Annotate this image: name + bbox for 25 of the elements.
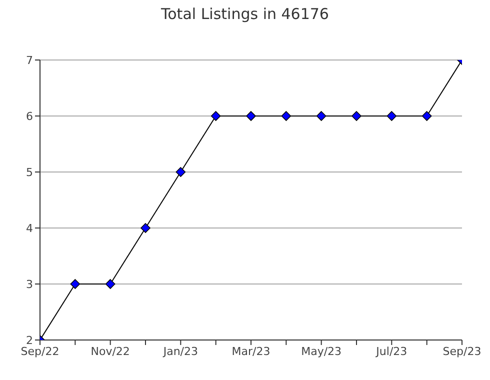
point <box>210 111 221 121</box>
y-tick-label: 4 <box>26 222 33 235</box>
point <box>422 111 432 121</box>
y-tick-label: 3 <box>26 278 33 291</box>
point <box>140 223 150 233</box>
point <box>281 111 292 121</box>
x-tick-label: Jan/23 <box>162 344 198 358</box>
y-tick-label: 6 <box>26 110 33 123</box>
chart-title: Total Listings in 46176 <box>160 5 330 23</box>
x-tick-label: Mar/23 <box>232 344 270 358</box>
x-tick-label: Sep/22 <box>20 344 60 358</box>
point <box>386 111 397 121</box>
point <box>176 167 186 177</box>
point <box>316 111 326 121</box>
point <box>105 279 116 289</box>
x-tick-label: Nov/22 <box>90 344 130 358</box>
x-tick-label: May/23 <box>301 344 342 358</box>
y-tick-label: 2 <box>26 334 33 347</box>
x-tick-label: Jul/23 <box>375 344 408 358</box>
point <box>70 279 80 289</box>
y-tick-label: 5 <box>26 166 33 179</box>
point <box>246 111 256 121</box>
y-tick-label: 7 <box>26 54 33 67</box>
x-tick-label: Sep/23 <box>442 344 482 358</box>
point <box>352 111 362 121</box>
